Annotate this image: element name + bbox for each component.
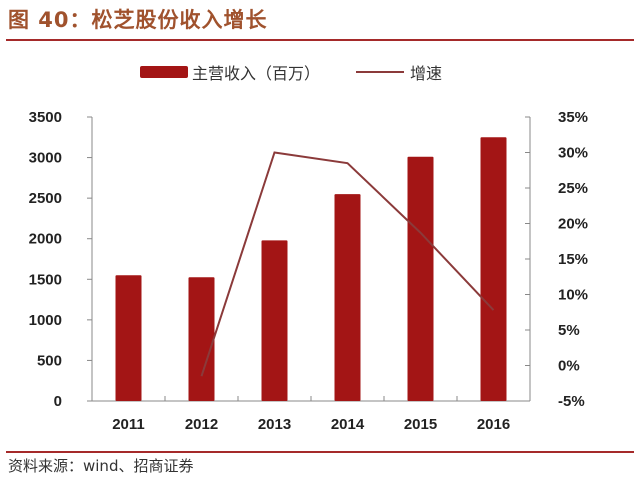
left-axis-tick-label: 3500 — [29, 109, 62, 126]
legend-bar-swatch-icon — [140, 66, 188, 78]
left-y-axis: 0 500 1000 1500 2000 2500 3000 3500 — [29, 109, 93, 410]
revenue-bar — [115, 275, 142, 401]
revenue-bar — [334, 194, 361, 401]
left-axis-tick-label: 0 — [54, 393, 62, 410]
right-axis-tick-label: 0% — [558, 358, 580, 375]
right-axis-tick-label: 30% — [558, 145, 588, 162]
x-axis-tick-label: 2012 — [185, 416, 218, 433]
legend-bar-label: 主营收入（百万） — [192, 64, 321, 83]
right-axis-tick-label: 35% — [558, 109, 588, 126]
revenue-bar — [480, 137, 507, 402]
revenue-bar — [188, 277, 215, 401]
revenue-bar — [261, 240, 288, 401]
chart-legend: 主营收入（百万） 增速 — [140, 62, 443, 83]
right-axis-tick-label: 10% — [558, 287, 588, 304]
legend-line-swatch-icon — [356, 71, 405, 73]
title-divider — [6, 39, 634, 41]
x-axis-tick-label: 2013 — [258, 416, 291, 433]
source-note: 资料来源：wind、招商证券 — [8, 457, 194, 475]
legend-line-label: 增速 — [410, 64, 443, 83]
x-axis-tick-label: 2011 — [112, 416, 145, 433]
right-axis-tick-label: -5% — [558, 393, 585, 410]
revenue-bars — [115, 137, 507, 402]
right-axis-tick-label: 5% — [558, 322, 580, 339]
revenue-bar — [407, 156, 434, 401]
footer-divider — [6, 451, 634, 453]
x-axis-tick-label: 2015 — [404, 416, 437, 433]
growth-line — [200, 151, 495, 377]
right-axis-tick-label: 25% — [558, 180, 588, 197]
growth-rate-line — [200, 151, 495, 377]
right-axis-tick-label: 15% — [558, 251, 588, 268]
left-axis-tick-label: 500 — [37, 352, 62, 369]
x-axis-tick-label: 2016 — [477, 416, 510, 433]
right-y-axis: -5% 0% 5% 10% 15% 20% 25% 30% 35% — [525, 109, 588, 410]
left-axis-tick-label: 1000 — [29, 312, 62, 329]
x-axis-tick-label: 2014 — [331, 416, 365, 433]
left-axis-tick-label: 3000 — [29, 150, 62, 167]
right-axis-tick-label: 20% — [558, 216, 588, 233]
left-axis-tick-label: 2000 — [29, 231, 62, 248]
left-axis-tick-label: 1500 — [29, 271, 62, 288]
x-axis: 2011 2012 2013 2014 2015 2016 — [92, 396, 530, 433]
figure-title: 图 40：松芝股份收入增长 — [8, 8, 268, 32]
left-axis-tick-label: 2500 — [29, 190, 62, 207]
